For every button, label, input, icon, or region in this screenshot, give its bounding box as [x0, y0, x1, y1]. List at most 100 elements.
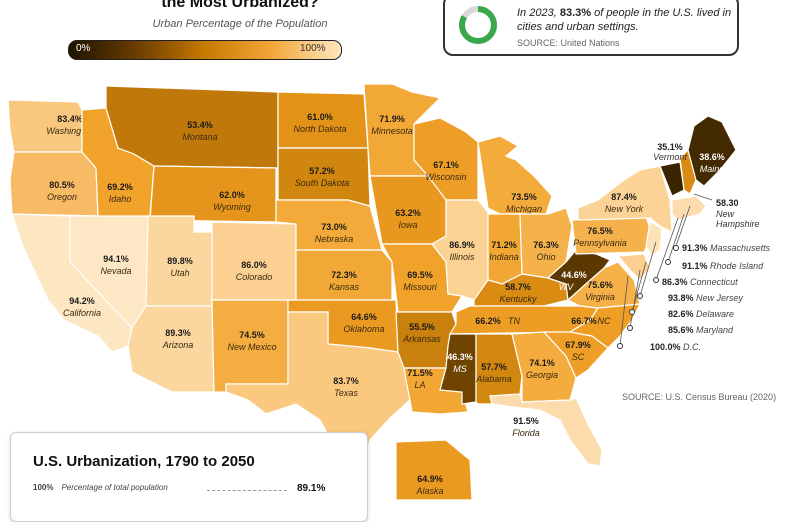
svg-text:WV: WV	[559, 282, 574, 292]
svg-text:89.3%: 89.3%	[165, 328, 191, 338]
svg-text:74.5%: 74.5%	[239, 330, 265, 340]
state-south-dakota: 57.2% South Dakota	[277, 147, 371, 207]
svg-text:Ohio: Ohio	[536, 252, 555, 262]
svg-text:89.8%: 89.8%	[167, 256, 193, 266]
label-vermont-value: 35.1%	[657, 142, 683, 152]
label-nh-name-2: Hampshire	[716, 219, 760, 229]
state-arizona: 89.3% Arizona	[127, 305, 215, 393]
info-source: SOURCE: United Nations	[517, 38, 620, 48]
svg-text:Wisconsin: Wisconsin	[426, 172, 467, 182]
svg-text:94.2%: 94.2%	[69, 296, 95, 306]
svg-text:64.6%: 64.6%	[351, 312, 377, 322]
ne-label-dc: 100.0% D.C.	[650, 342, 702, 352]
legend-max-label: 100%	[300, 43, 326, 54]
svg-text:California: California	[63, 308, 101, 318]
info-highlight: 83.3%	[559, 7, 592, 19]
state-wyoming: 62.0% Wyoming	[149, 165, 277, 223]
color-legend-bar	[68, 40, 342, 60]
timeline-card: U.S. Urbanization, 1790 to 2050 100% Perc…	[10, 432, 368, 522]
svg-text:67.9%: 67.9%	[565, 340, 591, 350]
svg-text:83.7%: 83.7%	[333, 376, 359, 386]
svg-text:94.1%: 94.1%	[103, 254, 129, 264]
ne-label-massachusetts: 91.3% Massachusetts	[682, 243, 771, 253]
ne-leader-dots	[617, 245, 679, 349]
ne-label-rhode-island: 91.1% Rhode Island	[682, 261, 764, 271]
svg-text:Oregon: Oregon	[47, 192, 77, 202]
page-subtitle: Urban Percentage of the Population	[152, 18, 328, 30]
svg-text:73.5%: 73.5%	[511, 192, 537, 202]
svg-text:Georgia: Georgia	[526, 370, 558, 380]
svg-text:73.0%: 73.0%	[321, 222, 347, 232]
svg-text:Texas: Texas	[334, 388, 358, 398]
svg-text:Nebraska: Nebraska	[315, 234, 354, 244]
state-new-york: 87.4% New York	[577, 165, 673, 234]
svg-text:Virginia: Virginia	[585, 292, 615, 302]
svg-text:76.5%: 76.5%	[587, 226, 613, 236]
svg-text:Florida: Florida	[512, 428, 540, 438]
info-text: In 2023, 83.3% of people in the U.S. liv…	[517, 7, 732, 33]
state-michigan: 73.5% Michigan	[477, 135, 553, 215]
state-alaska: 64.9% Alaska	[395, 439, 473, 500]
ne-label-new-jersey: 93.8% New Jersey	[668, 293, 744, 303]
state-maryland	[616, 253, 651, 281]
state-illinois: 86.9% Illinois	[431, 199, 489, 301]
svg-text:Maine: Maine	[700, 164, 725, 174]
label-nh-name-1: New	[716, 209, 735, 219]
svg-text:New York: New York	[605, 204, 644, 214]
svg-text:Kentucky: Kentucky	[499, 294, 537, 304]
svg-text:Pennsylvania: Pennsylvania	[573, 238, 627, 248]
state-florida: 91.5% Florida	[489, 393, 603, 467]
svg-text:69.5%: 69.5%	[407, 270, 433, 280]
state-iowa: 63.2% Iowa	[369, 175, 447, 245]
us-map: 83.4% Washington 80.5% Oregon 94.2% Cali…	[7, 83, 760, 500]
svg-text:Michigan: Michigan	[506, 204, 542, 214]
svg-text:53.4%: 53.4%	[187, 120, 213, 130]
timeline-y-label: 100% Percentage of total population	[33, 483, 168, 492]
state-new-hampshire	[679, 148, 697, 195]
svg-text:61.0%: 61.0%	[307, 112, 333, 122]
svg-text:46.3%: 46.3%	[447, 352, 473, 362]
leader-line-nh	[693, 193, 713, 201]
svg-text:67.1%: 67.1%	[433, 160, 459, 170]
legend-min-label: 0%	[76, 43, 91, 54]
svg-text:North Dakota: North Dakota	[293, 124, 346, 134]
svg-text:Missouri: Missouri	[403, 282, 438, 292]
svg-text:66.7%: 66.7%	[571, 316, 597, 326]
svg-text:38.6%: 38.6%	[699, 152, 725, 162]
svg-text:Oklahoma: Oklahoma	[343, 324, 384, 334]
svg-text:55.5%: 55.5%	[409, 322, 435, 332]
state-arkansas: 55.5% Arkansas	[395, 311, 457, 369]
svg-text:76.3%: 76.3%	[533, 240, 559, 250]
svg-text:87.4%: 87.4%	[611, 192, 637, 202]
state-oregon: 80.5% Oregon	[9, 151, 99, 217]
svg-text:66.2%: 66.2%	[475, 316, 501, 326]
svg-text:75.6%: 75.6%	[587, 280, 613, 290]
svg-text:83.4%: 83.4%	[57, 114, 83, 124]
svg-text:Wyoming: Wyoming	[213, 202, 251, 212]
svg-text:44.6%: 44.6%	[561, 270, 587, 280]
svg-text:64.9%: 64.9%	[417, 474, 443, 484]
svg-text:Illinois: Illinois	[449, 252, 475, 262]
svg-text:Montana: Montana	[182, 132, 217, 142]
state-kansas: 72.3% Kansas	[295, 249, 393, 301]
ne-label-connecticut: 86.3% Connecticut	[662, 277, 738, 287]
svg-text:Utah: Utah	[170, 268, 189, 278]
svg-text:91.5%: 91.5%	[513, 416, 539, 426]
svg-text:80.5%: 80.5%	[49, 180, 75, 190]
svg-text:South Dakota: South Dakota	[295, 178, 350, 188]
svg-text:Washington: Washington	[46, 126, 93, 136]
page-title: the Most Urbanized?	[161, 0, 319, 11]
svg-text:TN: TN	[508, 316, 520, 326]
svg-text:86.9%: 86.9%	[449, 240, 475, 250]
svg-text:Arizona: Arizona	[162, 340, 194, 350]
state-north-dakota: 61.0% North Dakota	[277, 91, 369, 149]
svg-text:Minnesota: Minnesota	[371, 126, 413, 136]
svg-text:Indiana: Indiana	[489, 252, 519, 262]
state-ohio: 76.3% Ohio	[519, 207, 573, 279]
svg-text:LA: LA	[414, 380, 425, 390]
state-utah: 89.8% Utah	[145, 215, 213, 307]
svg-text:72.3%: 72.3%	[331, 270, 357, 280]
svg-text:63.2%: 63.2%	[395, 208, 421, 218]
svg-text:Kansas: Kansas	[329, 282, 360, 292]
state-north-carolina: 66.7% NC	[568, 303, 642, 349]
